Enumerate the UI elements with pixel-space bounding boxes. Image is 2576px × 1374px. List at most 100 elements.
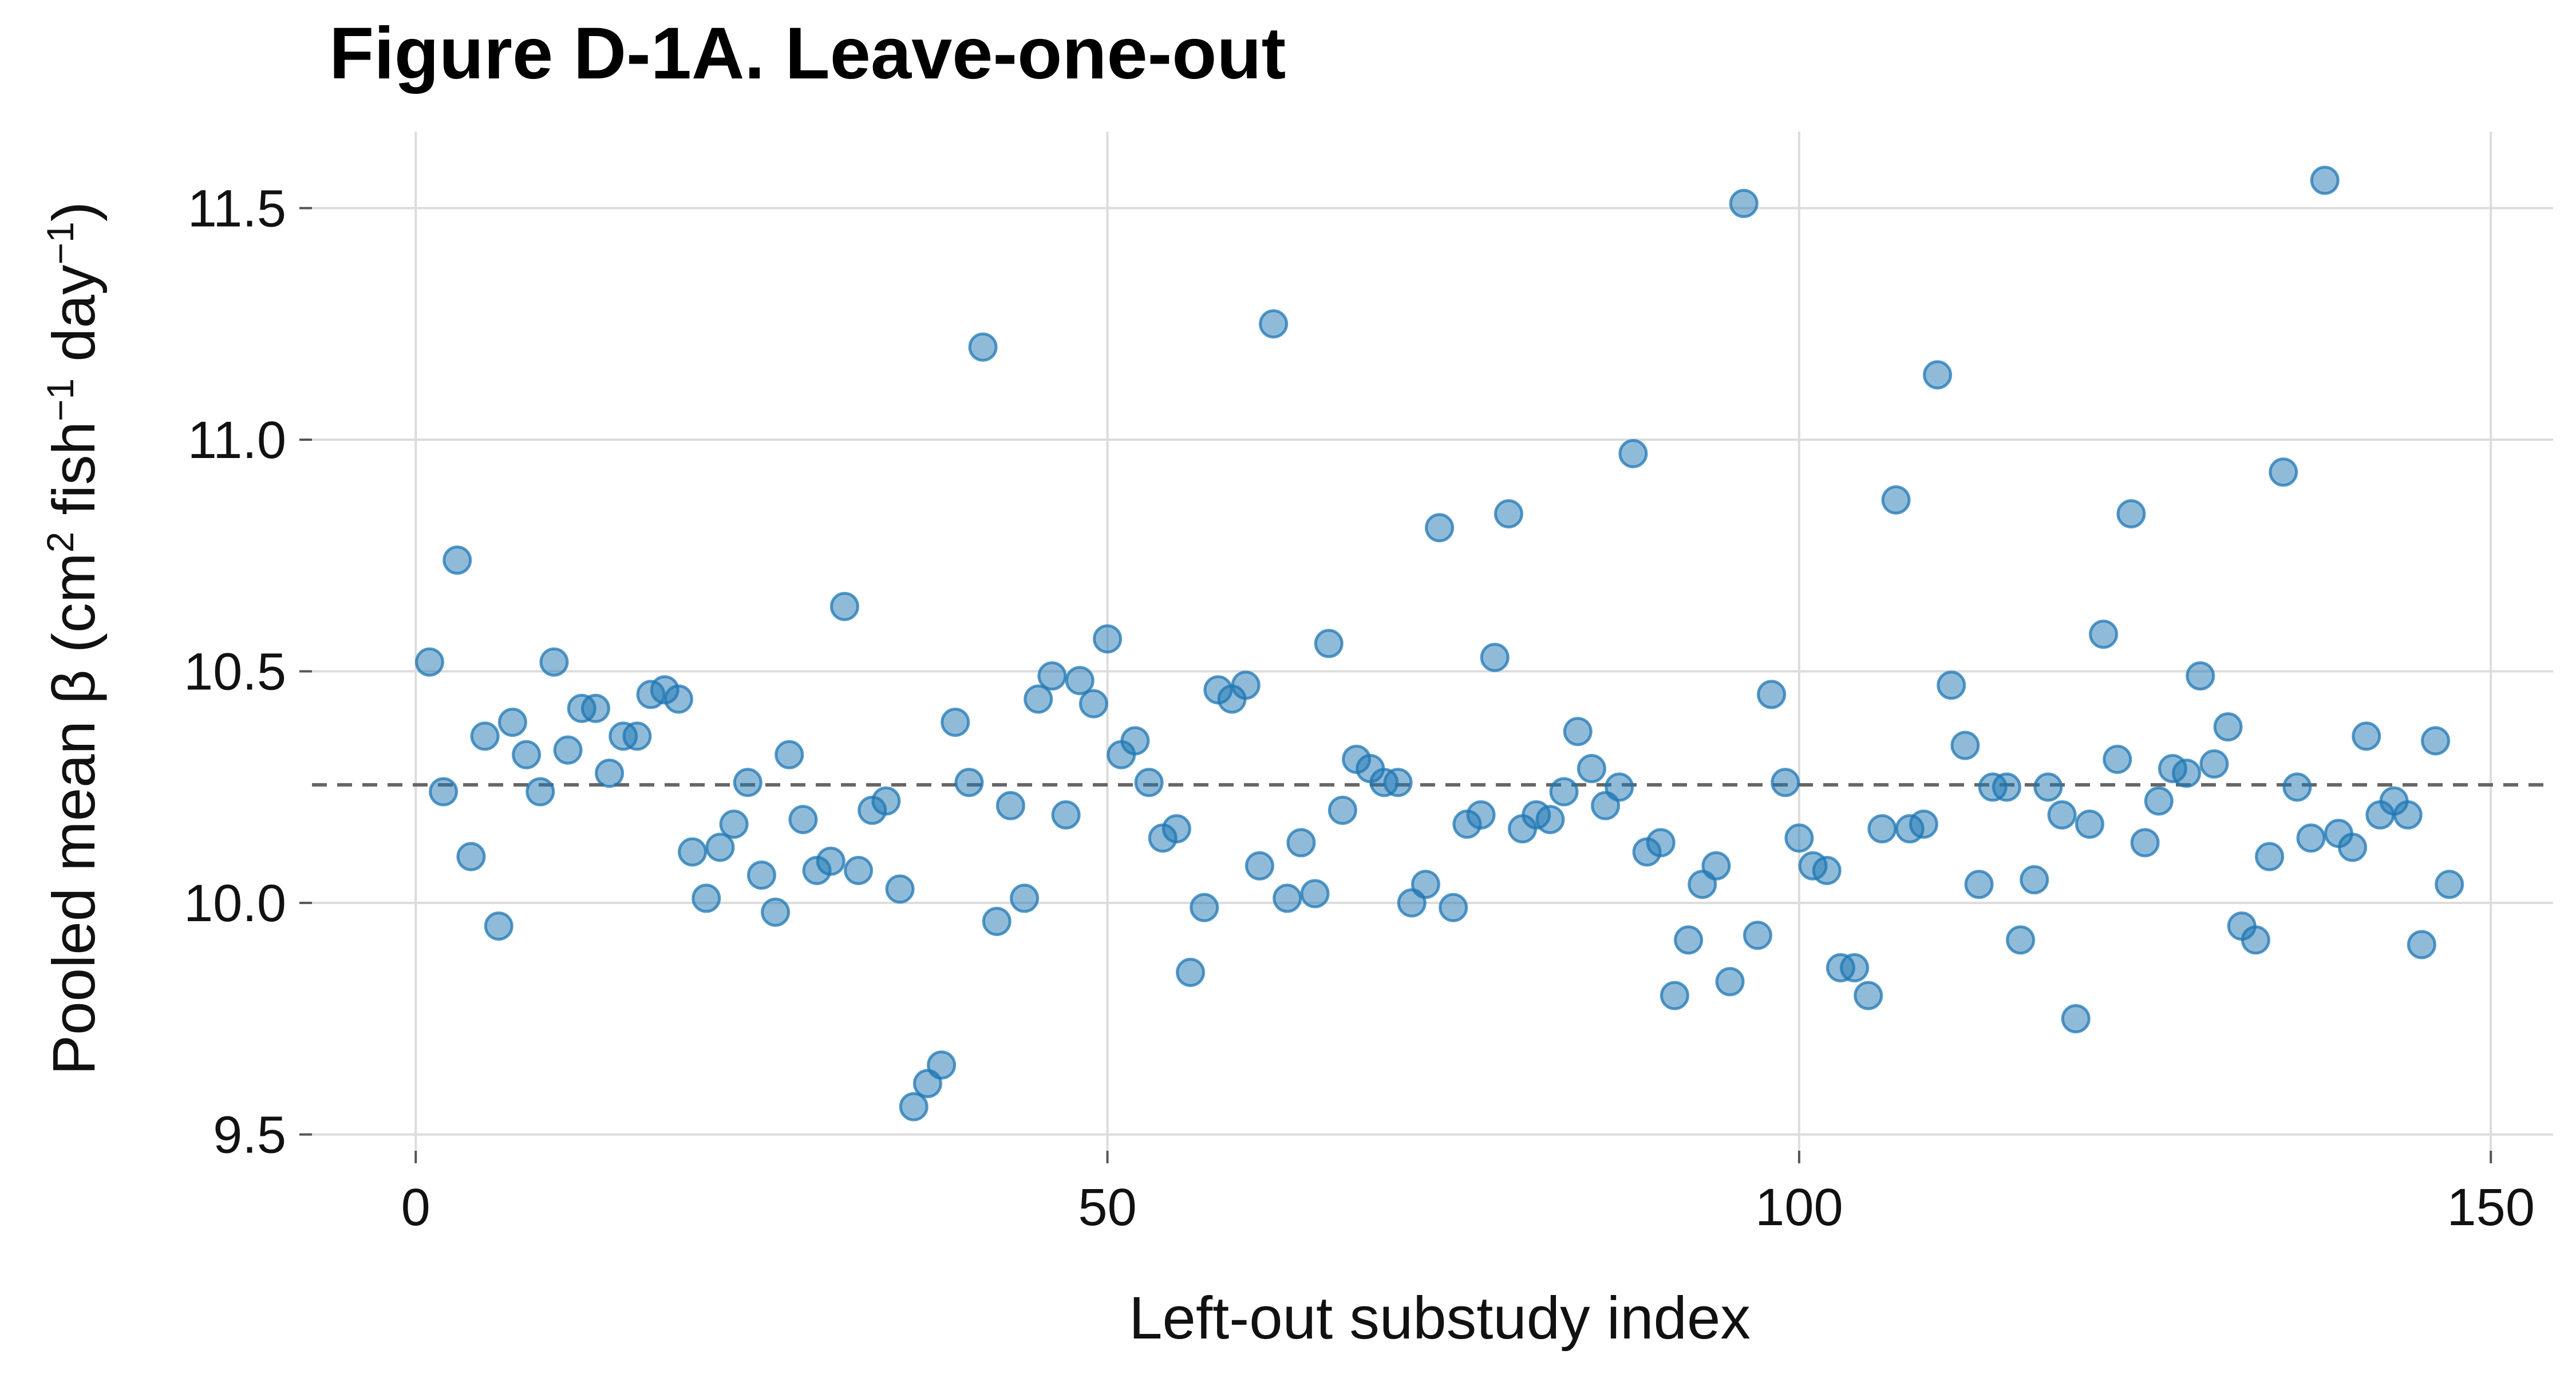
- data-point: [1024, 684, 1053, 714]
- data-point: [1618, 439, 1648, 468]
- data-point: [719, 810, 749, 839]
- data-point: [746, 860, 776, 890]
- data-point: [2213, 712, 2243, 742]
- data-point: [2421, 726, 2451, 756]
- y-tick-label: 11.0: [188, 411, 286, 469]
- data-point: [1605, 772, 1634, 802]
- data-point: [1037, 661, 1067, 691]
- data-point: [470, 721, 500, 751]
- data-point: [1646, 828, 1676, 858]
- data-point: [982, 907, 1012, 936]
- data-point: [1190, 893, 1219, 922]
- data-point: [1812, 856, 1842, 885]
- grid-lines: [312, 132, 2553, 1151]
- y-tick-label: 9.5: [213, 1106, 286, 1164]
- data-point: [871, 786, 901, 816]
- data-point: [2338, 832, 2368, 862]
- data-point: [2130, 828, 2160, 858]
- x-axis-ticks: 0 50 100 150: [401, 1151, 2535, 1237]
- data-point: [2352, 721, 2381, 751]
- data-point: [1411, 870, 1440, 899]
- data-point: [1729, 188, 1759, 218]
- y-axis-label-sup2: −1: [39, 378, 81, 421]
- y-axis-label-part4: ): [41, 202, 108, 222]
- data-point: [1950, 731, 1980, 760]
- data-point: [2075, 810, 2104, 839]
- x-tick-label: 100: [1755, 1178, 1843, 1237]
- data-point: [761, 897, 791, 927]
- data-point: [1286, 828, 1316, 858]
- data-point: [1480, 642, 1510, 672]
- data-point: [1881, 485, 1911, 515]
- data-point: [1660, 981, 1689, 1010]
- data-point: [899, 1092, 929, 1122]
- data-point: [954, 768, 984, 797]
- data-point: [1273, 883, 1302, 913]
- data-point: [1535, 805, 1565, 834]
- x-tick-label: 150: [2447, 1178, 2535, 1237]
- data-point: [553, 735, 583, 765]
- data-point: [2006, 925, 2036, 955]
- data-point: [2435, 870, 2464, 899]
- data-point: [1383, 768, 1413, 797]
- x-tick-label: 0: [401, 1178, 430, 1237]
- data-point: [497, 708, 527, 737]
- data-point: [816, 846, 846, 876]
- data-point: [539, 647, 569, 677]
- data-point: [1923, 360, 1953, 390]
- data-point: [2310, 165, 2340, 195]
- data-point: [1964, 870, 1994, 899]
- y-axis-label-sup3: −1: [39, 222, 81, 264]
- data-point: [2144, 786, 2174, 816]
- data-point: [1161, 814, 1191, 844]
- x-tick-label: 50: [1078, 1178, 1136, 1237]
- data-point: [1176, 958, 1206, 987]
- data-point: [2089, 619, 2119, 649]
- y-tick-label: 11.5: [188, 180, 286, 238]
- data-point: [2033, 772, 2063, 802]
- data-point: [1701, 851, 1731, 881]
- data-point: [2186, 661, 2215, 691]
- data-point: [442, 545, 472, 575]
- data-points: [414, 165, 2464, 1122]
- data-point: [844, 856, 874, 885]
- data-point: [580, 693, 610, 723]
- data-point: [829, 591, 859, 621]
- data-point: [2407, 930, 2436, 960]
- data-point: [2172, 759, 2202, 788]
- data-point: [1259, 309, 1289, 339]
- data-point: [1494, 499, 1523, 528]
- data-point: [1549, 777, 1579, 807]
- data-point: [663, 684, 693, 714]
- data-point: [927, 1050, 957, 1080]
- y-axis-label-part3: day: [41, 264, 108, 378]
- data-point: [526, 777, 555, 807]
- data-point: [2116, 499, 2146, 528]
- data-point: [1840, 953, 1870, 982]
- data-point: [512, 740, 542, 769]
- data-point: [1231, 670, 1261, 700]
- y-tick-label: 10.5: [184, 643, 286, 701]
- data-point: [941, 708, 970, 737]
- data-point: [414, 647, 444, 677]
- y-axis-label: Pooled mean β (cm2 fish−1 day−1): [39, 202, 108, 1075]
- data-point: [885, 874, 915, 904]
- data-point: [995, 791, 1025, 820]
- x-axis-label: Left-out substudy index: [1129, 1285, 1751, 1352]
- y-axis-label-sup1: 2: [39, 532, 81, 553]
- data-point: [622, 721, 652, 751]
- data-point: [1439, 893, 1468, 922]
- data-point: [1577, 754, 1606, 783]
- data-point: [1300, 879, 1330, 909]
- y-tick-label: 10.0: [184, 874, 286, 933]
- data-point: [1784, 823, 1814, 853]
- data-point: [788, 805, 818, 834]
- data-point: [1937, 670, 1966, 700]
- data-point: [968, 332, 998, 362]
- data-point: [429, 777, 459, 807]
- data-point: [2255, 842, 2285, 871]
- data-point: [1909, 810, 1938, 839]
- data-point: [1327, 795, 1357, 825]
- chart-title: Figure D-1A. Leave-one-out: [329, 13, 1286, 94]
- data-point: [2103, 744, 2132, 774]
